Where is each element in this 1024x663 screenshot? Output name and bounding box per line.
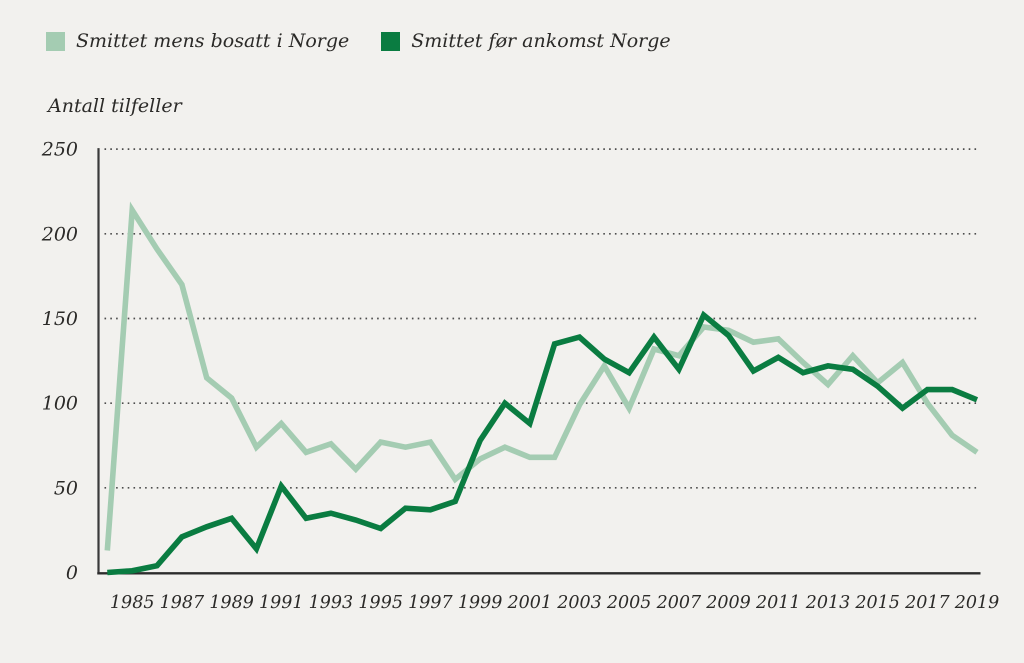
x-tick-2007: 2007 [656,593,702,613]
legend-swatch-smittet-foer-ankomst [381,31,401,51]
legend-item-smittet-bosatt: Smittet mens bosatt i Norge [46,30,349,52]
x-tick-2015: 2015 [854,593,900,613]
x-tick-1987: 1987 [160,593,205,613]
legend-label-smittet-bosatt: Smittet mens bosatt i Norge [76,30,350,52]
x-tick-2003: 2003 [556,593,602,613]
series-line-smittet-bosatt [104,201,979,551]
x-tick-1997: 1997 [408,593,453,613]
x-tick-2001: 2001 [507,593,553,613]
x-tick-2005: 2005 [606,593,652,613]
x-tick-2011: 2011 [755,593,801,613]
y-tick-150: 150 [42,308,78,330]
y-tick-200: 200 [41,223,78,245]
y-tick-250: 250 [41,139,78,161]
y-tick-100: 100 [42,393,78,415]
x-tick-1991: 1991 [259,593,304,613]
legend-label-smittet-foer-ankomst: Smittet før ankomst Norge [411,30,671,52]
x-tick-2009: 2009 [705,593,751,613]
x-tick-1995: 1995 [358,593,403,613]
y-axis-title: Antall tilfeller [48,95,182,117]
legend: Smittet mens bosatt i Norge Smittet før … [46,30,671,52]
legend-swatch-smittet-bosatt [46,31,65,51]
x-tick-2019: 2019 [954,593,1000,613]
x-tick-2013: 2013 [805,593,851,613]
y-tick-50: 50 [54,477,78,499]
x-tick-1999: 1999 [458,593,503,613]
x-tick-2017: 2017 [904,593,950,613]
x-tick-1993: 1993 [309,593,354,613]
legend-item-smittet-foer-ankomst: Smittet før ankomst Norge [381,30,671,52]
series-line-smittet-foer-ankomst [107,310,979,576]
x-tick-1985: 1985 [110,593,155,613]
x-tick-1989: 1989 [209,593,254,613]
y-tick-0: 0 [66,562,78,584]
